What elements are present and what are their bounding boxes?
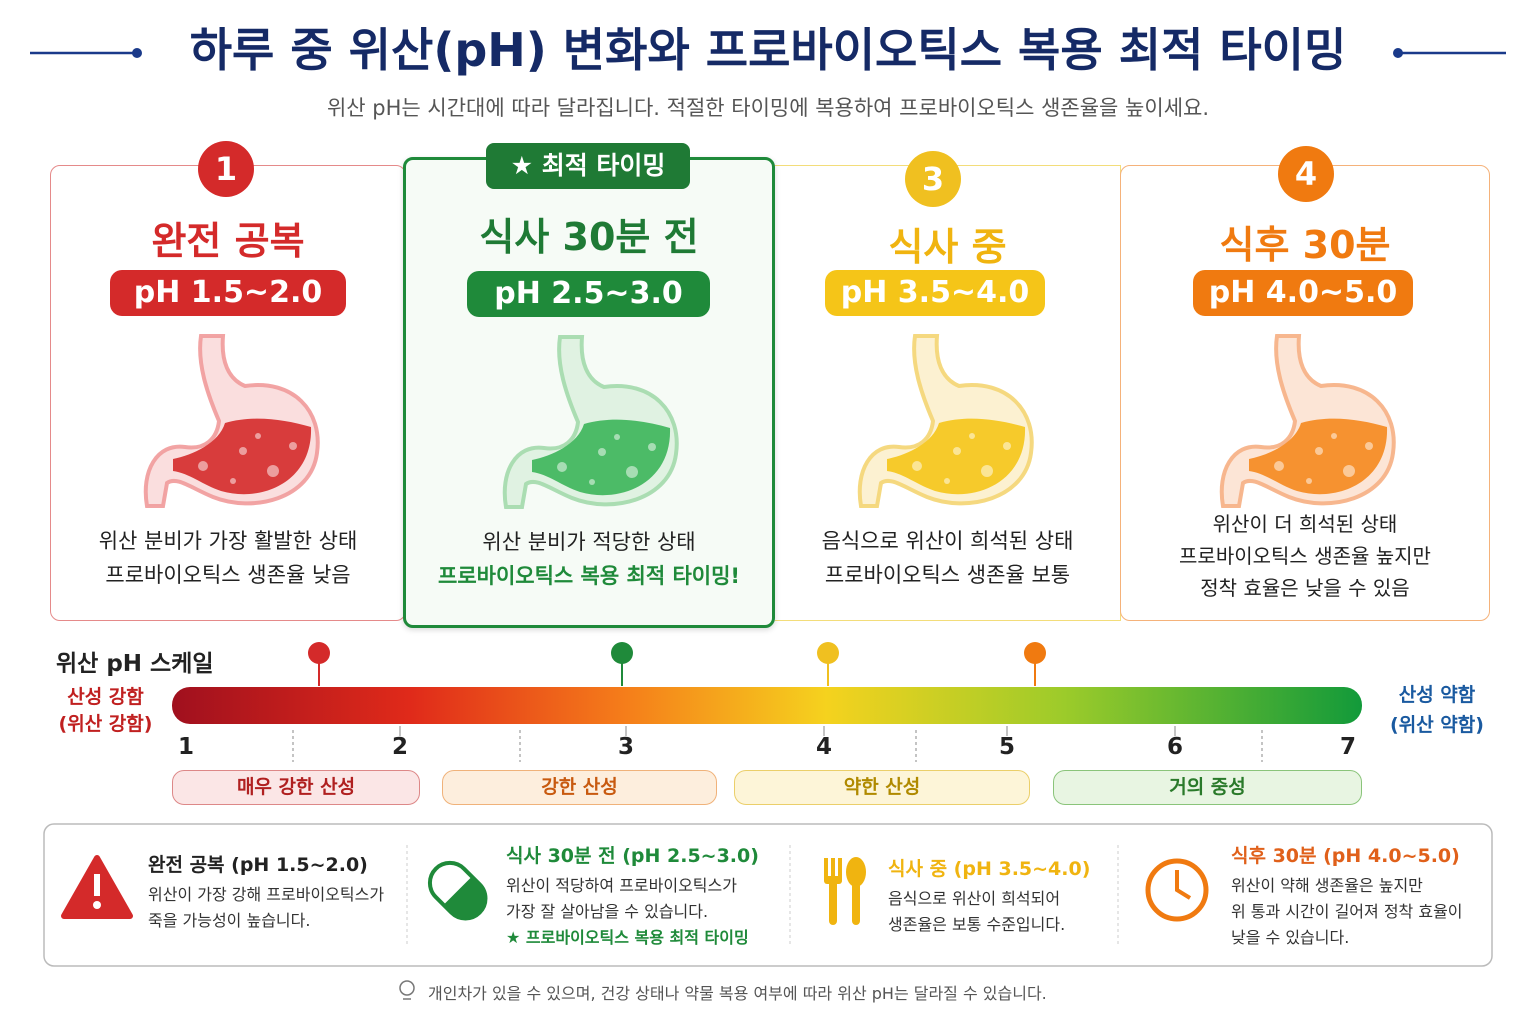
label-line: (위산 약함) <box>1390 714 1484 736</box>
stomach-part <box>230 478 236 484</box>
stomach-part <box>1331 433 1337 439</box>
label-line: 산성 강함 <box>67 686 144 708</box>
stomach-part <box>598 448 606 456</box>
summary-line: 가장 잘 살아남을 수 있습니다. <box>506 902 709 921</box>
summary-line: 죽을 가능성이 높습니다. <box>148 911 311 930</box>
ph-range: pH 3.5~4.0 <box>825 270 1045 316</box>
summary-line: 위 통과 시간이 길어져 정착 효율이 <box>1231 902 1463 921</box>
desc-line: 위산이 더 희석된 상태 <box>1212 512 1398 536</box>
stomach-part <box>289 442 297 450</box>
stomach-part <box>239 447 247 455</box>
acidity-band: 거의 중성 <box>1053 770 1362 805</box>
scale-tick: 1 <box>177 734 195 760</box>
stomach-part <box>1343 465 1355 477</box>
badge: ★ 최적 타이밍 <box>486 143 690 189</box>
stomach-part <box>648 443 656 451</box>
footer-note: 개인차가 있을 수 있으며, 건강 상태나 약물 복용 여부에 따라 위산 pH… <box>428 984 1047 1003</box>
stomach-part <box>1315 447 1323 455</box>
stomach-part <box>626 466 638 478</box>
stomach-part <box>1365 442 1373 450</box>
ph-range: pH 2.5~3.0 <box>467 271 710 317</box>
label-line: 산성 약함 <box>1398 684 1476 706</box>
subtitle: 위산 pH는 시간대에 따라 달라집니다. 적절한 타이밍에 복용하여 프로바이… <box>326 96 1210 120</box>
stomach-part <box>1274 461 1284 471</box>
scale-left: 산성 강함 (위산 강함) <box>48 684 163 738</box>
summary-note: ★ 프로바이오틱스 복용 최적 타이밍 <box>506 928 749 947</box>
stomach-part <box>944 478 950 484</box>
stage-name: 식사 중 <box>888 225 1007 269</box>
acidity-band: 약한 산성 <box>734 770 1030 805</box>
stomach-icon <box>1219 334 1396 508</box>
stage-name: 식후 30분 <box>1219 223 1391 267</box>
acidity-band: 매우 강한 산성 <box>172 770 420 805</box>
stomach-part <box>1003 442 1011 450</box>
stomach-part <box>255 433 261 439</box>
summary-line: 위산이 약해 생존율은 높지만 <box>1231 876 1423 895</box>
ph-range: pH 4.0~5.0 <box>1193 270 1413 316</box>
stomach-part <box>267 465 279 477</box>
desc-line: 프로바이오틱스 생존율 보통 <box>824 563 1071 587</box>
stomach-part <box>198 461 208 471</box>
desc-line: 정착 효율은 낮을 수 있음 <box>1200 576 1410 600</box>
summary-line: 위산이 적당하여 프로바이오틱스가 <box>506 876 737 895</box>
scale-tick: 5 <box>998 734 1016 760</box>
stomach-part <box>912 461 922 471</box>
stomach-part <box>953 447 961 455</box>
stage-number: 3 <box>905 151 961 207</box>
stomach-part <box>981 465 993 477</box>
scale-tick: 6 <box>1166 734 1184 760</box>
desc-line: 프로바이오틱스 생존율 낮음 <box>105 563 351 587</box>
stomach-part <box>557 462 567 472</box>
stomach-part <box>969 433 975 439</box>
stage-name: 완전 공복 <box>151 219 305 263</box>
stage-number: 4 <box>1278 146 1334 202</box>
label-line: (위산 강함) <box>58 713 153 735</box>
stage-card: ★ 최적 타이밍 식사 30분 전 pH 2.5~3.0 위산 분비가 적당한 … <box>403 143 775 628</box>
summary-line: 음식으로 위산이 희석되어 <box>888 889 1061 908</box>
scale-right: 산성 약함 (위산 약함) <box>1378 680 1496 740</box>
stage-number: 1 <box>198 141 254 197</box>
stomach-part <box>614 434 620 440</box>
scale-tick: 3 <box>617 734 635 760</box>
summary-line: 낮을 수 있습니다. <box>1231 928 1350 947</box>
summary-title: 식후 30분 (pH 4.0~5.0) <box>1231 845 1460 867</box>
summary-line: 위산이 가장 강해 프로바이오틱스가 <box>148 885 385 904</box>
desc-line: 프로바이오틱스 생존율 높지만 <box>1179 544 1431 568</box>
scale-tick: 2 <box>391 734 409 760</box>
desc-line: 위산 분비가 가장 활발한 상태 <box>98 529 358 553</box>
summary-title: 식사 중 (pH 3.5~4.0) <box>888 858 1091 880</box>
title: 하루 중 위산(pH) 변화와 프로바이오틱스 복용 최적 타이밍 <box>189 23 1347 77</box>
summary-line: 생존율은 보통 수준입니다. <box>888 915 1066 934</box>
stage-name: 식사 30분 전 <box>479 215 699 259</box>
summary-title: 완전 공복 (pH 1.5~2.0) <box>148 854 368 876</box>
desc-line: 위산 분비가 적당한 상태 <box>482 530 696 554</box>
stomach-icon <box>857 334 1034 508</box>
stomach-icon <box>143 334 320 508</box>
stomach-part <box>1306 478 1312 484</box>
summary-title: 식사 30분 전 (pH 2.5~3.0) <box>506 845 759 867</box>
acidity-band: 강한 산성 <box>442 770 717 805</box>
ph-range: pH 1.5~2.0 <box>110 270 346 316</box>
scale-tick: 4 <box>815 734 833 760</box>
scale-tick: 7 <box>1339 734 1357 760</box>
desc-line: 음식으로 위산이 희석된 상태 <box>821 529 1074 553</box>
stomach-icon <box>502 335 679 509</box>
desc-line: 프로바이오틱스 복용 최적 타이밍! <box>438 564 740 588</box>
scale-title: 위산 pH 스케일 <box>56 651 214 677</box>
stomach-part <box>589 479 595 485</box>
